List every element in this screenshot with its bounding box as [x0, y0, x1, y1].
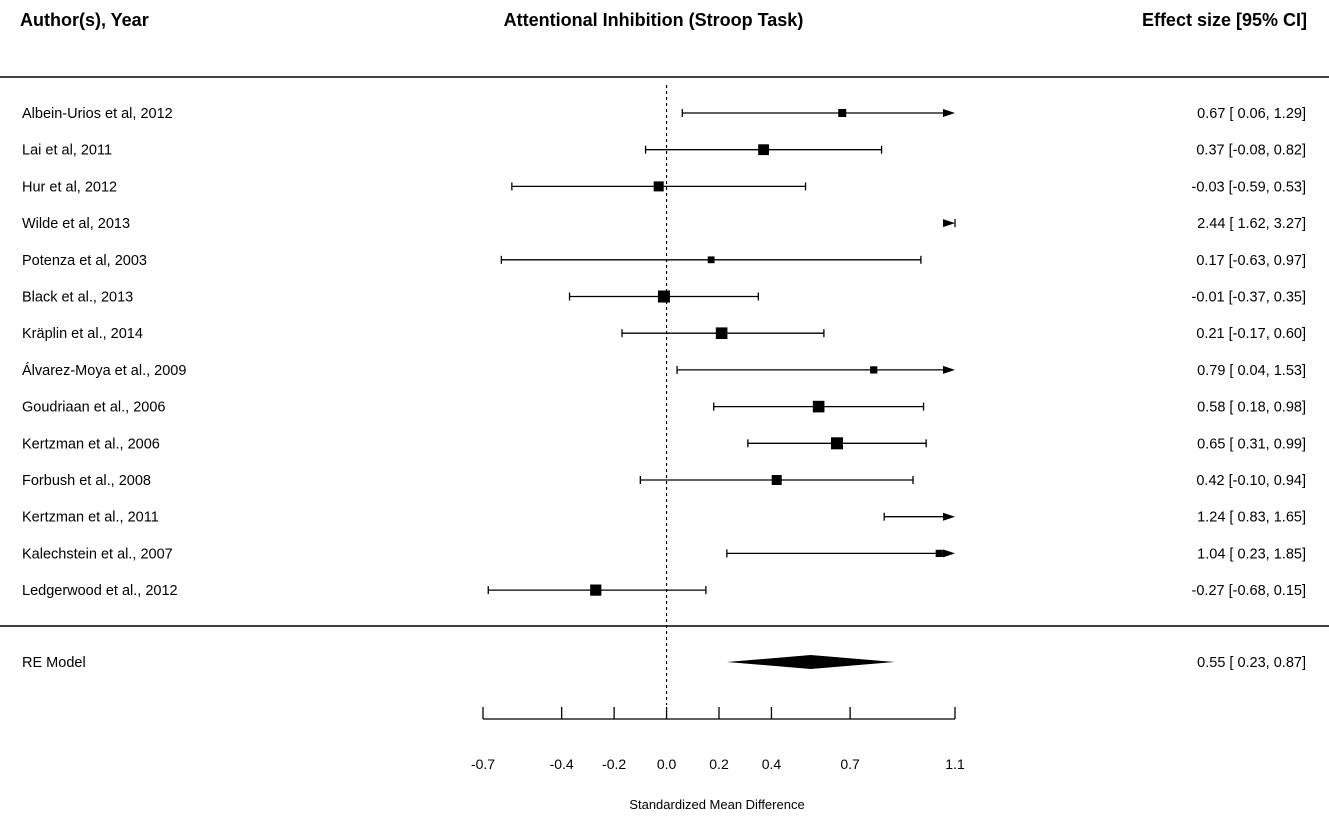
chart-title: Attentional Inhibition (Stroop Task)	[0, 10, 1329, 31]
axis-tick-label: 0.2	[709, 756, 729, 772]
point-estimate	[870, 366, 878, 374]
study-effect-text: 0.65 [ 0.31, 0.99]	[1197, 436, 1306, 452]
study-label: Kräplin et al., 2014	[22, 326, 143, 342]
summary-effect-text: 0.55 [ 0.23, 0.87]	[1197, 655, 1306, 671]
column-header-effect: Effect size [95% CI]	[1141, 10, 1307, 30]
point-estimate	[935, 549, 943, 557]
axis-tick-label: 0.0	[657, 756, 677, 772]
point-estimate	[771, 475, 782, 485]
study-row: Wilde et al, 2013 2.44 [ 1.62, 3.27]	[22, 216, 1306, 232]
study-row: Kalechstein et al., 2007 1.04 [ 0.23, 1.8…	[22, 546, 1306, 562]
study-row: Hur et al, 2012 -0.03 [-0.59, 0.53]	[22, 179, 1306, 195]
study-label: Black et al., 2013	[22, 290, 133, 306]
point-estimate	[590, 584, 602, 596]
ci-clip-arrow	[943, 512, 955, 521]
study-label: Lai et al, 2011	[22, 143, 112, 159]
study-effect-text: -0.27 [-0.68, 0.15]	[1192, 583, 1306, 599]
axis-tick-label: -0.2	[602, 756, 626, 772]
point-estimate	[812, 400, 825, 413]
study-effect-text: -0.01 [-0.37, 0.35]	[1192, 290, 1306, 306]
study-effect-text: 0.42 [-0.10, 0.94]	[1196, 473, 1306, 489]
point-estimate	[758, 144, 769, 156]
studies-layer: Albein-Urios et al, 2012 0.67 [ 0.06, 1.2…	[22, 85, 1306, 705]
study-label: Kertzman et al., 2011	[22, 510, 159, 526]
chart-title-text: Attentional Inhibition (Stroop Task)	[503, 10, 804, 30]
ci-clip-arrow	[943, 549, 955, 558]
study-label: Ledgerwood et al., 2012	[22, 583, 178, 599]
study-effect-text: 1.04 [ 0.23, 1.85]	[1197, 546, 1306, 562]
study-label: Kertzman et al., 2006	[22, 436, 160, 452]
point-estimate	[707, 256, 715, 264]
summary-label: RE Model	[22, 655, 86, 671]
study-row: Albein-Urios et al, 2012 0.67 [ 0.06, 1.2…	[22, 106, 1306, 122]
study-row: Álvarez-Moya et al., 2009 0.79 [ 0.04, 1.…	[22, 362, 1306, 379]
study-label: Álvarez-Moya et al., 2009	[22, 362, 186, 379]
axis-tick-label: 0.4	[762, 756, 782, 772]
study-label: Kalechstein et al., 2007	[22, 546, 173, 562]
point-estimate	[838, 109, 847, 117]
point-estimate	[715, 327, 728, 339]
axis-tick-label: -0.4	[550, 756, 574, 772]
study-effect-text: -0.03 [-0.59, 0.53]	[1192, 179, 1306, 195]
point-estimate	[653, 181, 664, 192]
study-row: Kertzman et al., 2011 1.24 [ 0.83, 1.65]	[22, 510, 1306, 526]
study-row: Kertzman et al., 2006 0.65 [ 0.31, 0.99]	[22, 436, 1306, 452]
study-row: Lai et al, 2011 0.37 [-0.08, 0.82]	[22, 143, 1306, 159]
axis-tick-label: 0.7	[840, 756, 860, 772]
study-effect-text: 0.67 [ 0.06, 1.29]	[1197, 106, 1306, 122]
point-estimate	[831, 437, 843, 450]
study-label: Forbush et al., 2008	[22, 473, 151, 489]
ci-clip-arrow	[943, 219, 955, 228]
study-row: Kräplin et al., 2014 0.21 [-0.17, 0.60]	[22, 326, 1306, 342]
study-row: Potenza et al, 2003 0.17 [-0.63, 0.97]	[22, 253, 1306, 269]
study-row: Forbush et al., 2008 0.42 [-0.10, 0.94]	[22, 473, 1306, 489]
study-effect-text: 0.79 [ 0.04, 1.53]	[1197, 363, 1306, 379]
summary-row: RE Model 0.55 [ 0.23, 0.87]	[22, 655, 1306, 671]
study-label: Hur et al, 2012	[22, 179, 117, 195]
summary-layer: RE Model 0.55 [ 0.23, 0.87]	[22, 655, 1306, 671]
study-row: Ledgerwood et al., 2012 -0.27 [-0.68, 0.1…	[22, 583, 1306, 599]
study-effect-text: 0.21 [-0.17, 0.60]	[1196, 326, 1306, 342]
ci-clip-arrow	[943, 365, 955, 374]
ci-clip-arrow	[943, 109, 955, 117]
study-effect-text: 0.37 [-0.08, 0.82]	[1196, 143, 1306, 159]
study-effect-text: 2.44 [ 1.62, 3.27]	[1197, 216, 1306, 232]
study-label: Goudriaan et al., 2006	[22, 400, 166, 416]
column-header-study: Author(s), Year	[20, 10, 149, 30]
study-effect-text: 0.17 [-0.63, 0.97]	[1196, 253, 1306, 269]
axis-tick-label: -0.7	[471, 756, 495, 772]
study-label: Albein-Urios et al, 2012	[22, 106, 173, 122]
point-estimate	[657, 290, 670, 303]
summary-diamond	[726, 655, 895, 669]
axis-tick-label: 1.1	[945, 756, 965, 772]
study-effect-text: 0.58 [ 0.18, 0.98]	[1197, 400, 1306, 416]
study-label: Potenza et al, 2003	[22, 253, 147, 269]
x-axis: -0.7 -0.4 -0.2 0.0 0.2 0.4 0.7 1.1	[471, 707, 965, 772]
study-row: Black et al., 2013 -0.01 [-0.37, 0.35]	[22, 290, 1306, 306]
study-effect-text: 1.24 [ 0.83, 1.65]	[1197, 510, 1306, 526]
study-label: Wilde et al, 2013	[22, 216, 130, 232]
study-row: Goudriaan et al., 2006 0.58 [ 0.18, 0.98]	[22, 400, 1306, 416]
x-axis-label: Standardized Mean Difference	[629, 797, 804, 812]
